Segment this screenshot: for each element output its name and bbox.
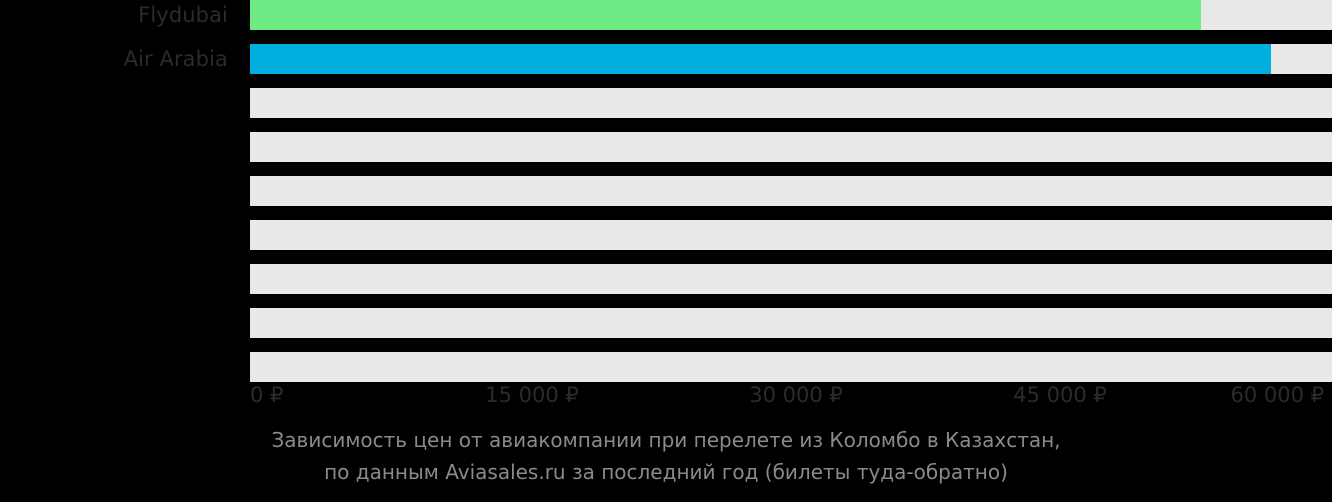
chart-row: [0, 352, 1332, 382]
chart-row: [0, 220, 1332, 250]
chart-row: Flydubai: [0, 0, 1332, 30]
chart-row: Air Arabia: [0, 44, 1332, 74]
x-axis-tick-label: 60 000 ₽: [1230, 383, 1324, 407]
bar-track: [250, 352, 1332, 382]
x-axis-tick-label: 15 000 ₽: [485, 383, 579, 407]
chart-row: [0, 88, 1332, 118]
bar-label: Flydubai: [138, 3, 228, 27]
chart-row: [0, 308, 1332, 338]
chart-row: [0, 132, 1332, 162]
bar-track: [250, 176, 1332, 206]
bar-track: [250, 132, 1332, 162]
bar-track: [250, 220, 1332, 250]
bar-track: [250, 264, 1332, 294]
chart-plot-area: Flydubai Air Arabia: [0, 0, 1332, 382]
chart-row: [0, 264, 1332, 294]
bar-label: Air Arabia: [123, 47, 228, 71]
caption-line-2: по данным Aviasales.ru за последний год …: [324, 460, 1008, 484]
chart-caption: Зависимость цен от авиакомпании при пере…: [0, 424, 1332, 488]
caption-line-1: Зависимость цен от авиакомпании при пере…: [271, 428, 1061, 452]
bar-track: [250, 308, 1332, 338]
x-axis-tick-label: 45 000 ₽: [1013, 383, 1107, 407]
bar-track: [250, 0, 1332, 30]
chart-row: [0, 176, 1332, 206]
x-axis-tick-label: 30 000 ₽: [749, 383, 843, 407]
bar-track: [250, 88, 1332, 118]
bar-track: [250, 44, 1332, 74]
x-axis: 0 ₽ 15 000 ₽ 30 000 ₽ 45 000 ₽ 60 000 ₽: [0, 378, 1332, 412]
x-axis-tick-label: 0 ₽: [250, 383, 284, 407]
bar: [250, 0, 1201, 30]
bar: [250, 44, 1272, 74]
